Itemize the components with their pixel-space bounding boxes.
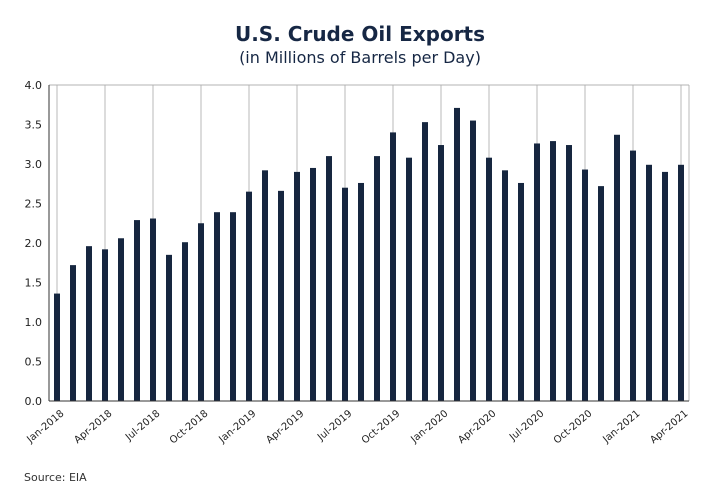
x-tick-label: Oct-2020 <box>552 408 595 446</box>
bar-Jul-2019 <box>342 187 348 401</box>
bar-Apr-2019 <box>294 171 300 401</box>
y-tick-labels: 0.0 0.5 1.0 1.5 2.0 2.5 3.0 3.5 4.0 <box>25 79 43 408</box>
axis-layer <box>48 85 689 402</box>
bar-Sep-2018 <box>182 242 188 401</box>
x-tick-label: Oct-2019 <box>360 408 403 446</box>
bar-Jul-2020 <box>534 143 540 401</box>
x-tick-labels: Jan-2018 Apr-2018 Jul-2018 Oct-2018 Jan-2019… <box>25 408 691 446</box>
bar-Jun-2018 <box>134 220 140 401</box>
grid-layer <box>49 84 690 401</box>
y-tick-label: 0.0 <box>25 395 43 408</box>
bar-Feb-2020 <box>454 107 460 401</box>
bar-Dec-2018 <box>230 212 236 401</box>
bar-Nov-2018 <box>214 212 220 401</box>
x-tick-label: Oct-2018 <box>168 408 211 446</box>
bar-Jun-2020 <box>518 182 524 401</box>
bar-Apr-2021 <box>678 164 684 401</box>
bar-Oct-2018 <box>198 223 204 401</box>
y-tick-label: 4.0 <box>25 79 43 92</box>
bar-Apr-2018 <box>102 249 108 401</box>
bars-layer <box>54 107 684 402</box>
bar-Oct-2020 <box>582 169 588 401</box>
bar-Nov-2020 <box>598 186 604 401</box>
bar-Feb-2021 <box>646 164 652 401</box>
bar-Mar-2019 <box>278 190 284 401</box>
bar-Nov-2019 <box>406 157 412 401</box>
x-tick-label: Apr-2020 <box>456 408 498 446</box>
x-tick-label: Jan-2020 <box>409 408 451 446</box>
y-tick-label: 2.5 <box>25 198 43 211</box>
bar-Aug-2019 <box>358 182 364 401</box>
bar-Jan-2019 <box>246 191 252 401</box>
bar-Mar-2018 <box>86 246 92 401</box>
bar-Oct-2019 <box>390 132 396 401</box>
chart-title: U.S. Crude Oil Exports <box>234 22 486 46</box>
bar-Dec-2019 <box>422 122 428 401</box>
x-tick-label: Jul-2019 <box>315 408 354 444</box>
chart-subtitle: (in Millions of Barrels per Day) <box>239 48 481 67</box>
bar-Jun-2019 <box>326 156 332 401</box>
y-tick-label: 0.5 <box>25 356 43 369</box>
bar-May-2019 <box>310 167 316 401</box>
bar-Jan-2021 <box>630 150 636 401</box>
x-tick-label: Jul-2018 <box>123 408 162 444</box>
y-tick-label: 1.0 <box>25 316 43 329</box>
bar-Feb-2019 <box>262 170 268 401</box>
x-tick-label: Jan-2018 <box>25 408 67 446</box>
bar-Dec-2020 <box>614 134 620 401</box>
y-tick-label: 2.0 <box>25 237 43 250</box>
x-tick-label: Apr-2019 <box>264 408 306 446</box>
x-tick-label: Apr-2021 <box>648 408 690 446</box>
bar-Mar-2021 <box>662 171 668 401</box>
x-tick-label: Jan-2019 <box>217 408 259 446</box>
y-tick-label: 1.5 <box>25 277 43 290</box>
bar-Jul-2018 <box>150 218 156 401</box>
x-tick-label: Jul-2020 <box>507 408 546 444</box>
bar-Sep-2019 <box>374 156 380 401</box>
bar-Mar-2020 <box>470 120 476 402</box>
y-tick-label: 3.0 <box>25 158 43 171</box>
bar-Apr-2020 <box>486 157 492 401</box>
bar-Sep-2020 <box>566 145 572 401</box>
bar-May-2018 <box>118 238 124 401</box>
bar-Feb-2018 <box>70 265 76 401</box>
bar-Jan-2020 <box>438 145 444 401</box>
source-note: Source: EIA <box>24 471 87 484</box>
bar-Aug-2020 <box>550 141 556 401</box>
y-tick-label: 3.5 <box>25 119 43 132</box>
bar-May-2020 <box>502 170 508 401</box>
bar-Aug-2018 <box>166 254 172 401</box>
x-tick-label: Apr-2018 <box>72 408 114 446</box>
x-tick-label: Jan-2021 <box>601 408 643 446</box>
bar-Jan-2018 <box>54 293 60 401</box>
